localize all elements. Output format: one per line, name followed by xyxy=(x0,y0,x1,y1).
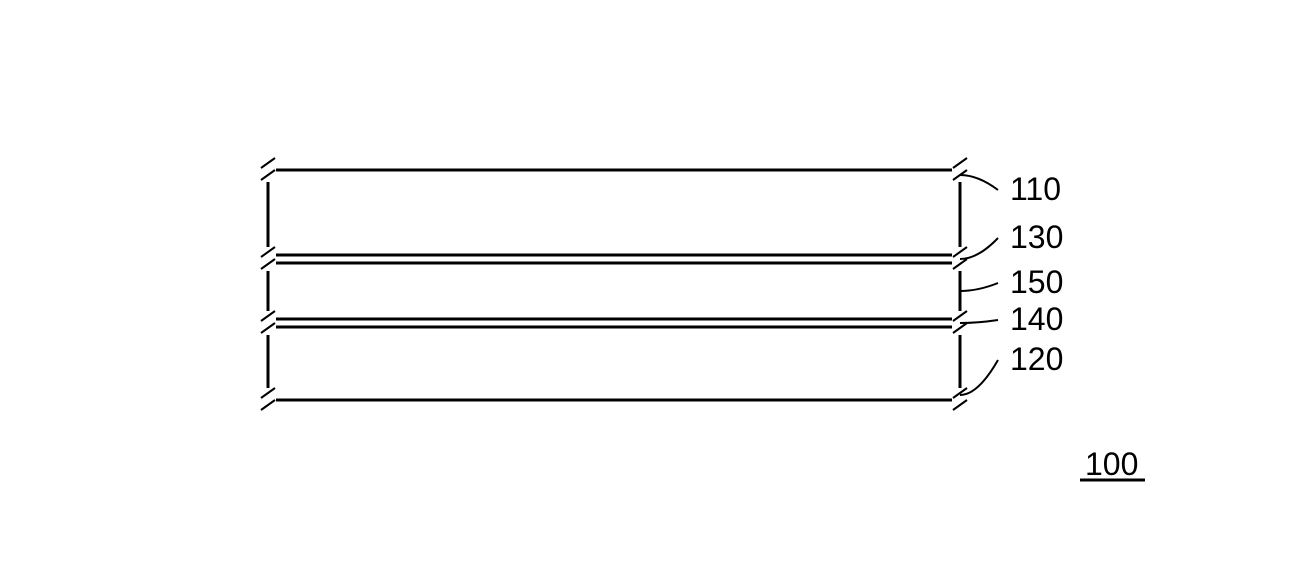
figure-number: 100 xyxy=(1085,446,1138,482)
label-120: 120 xyxy=(1010,341,1063,377)
layered-cross-section-diagram: 110 130 150140 120 100 xyxy=(0,0,1296,568)
label-110: 110 xyxy=(1010,171,1061,207)
label-140: 140 xyxy=(1010,301,1063,337)
label-150: 150 xyxy=(1010,264,1063,300)
label-130: 130 xyxy=(1010,219,1063,255)
